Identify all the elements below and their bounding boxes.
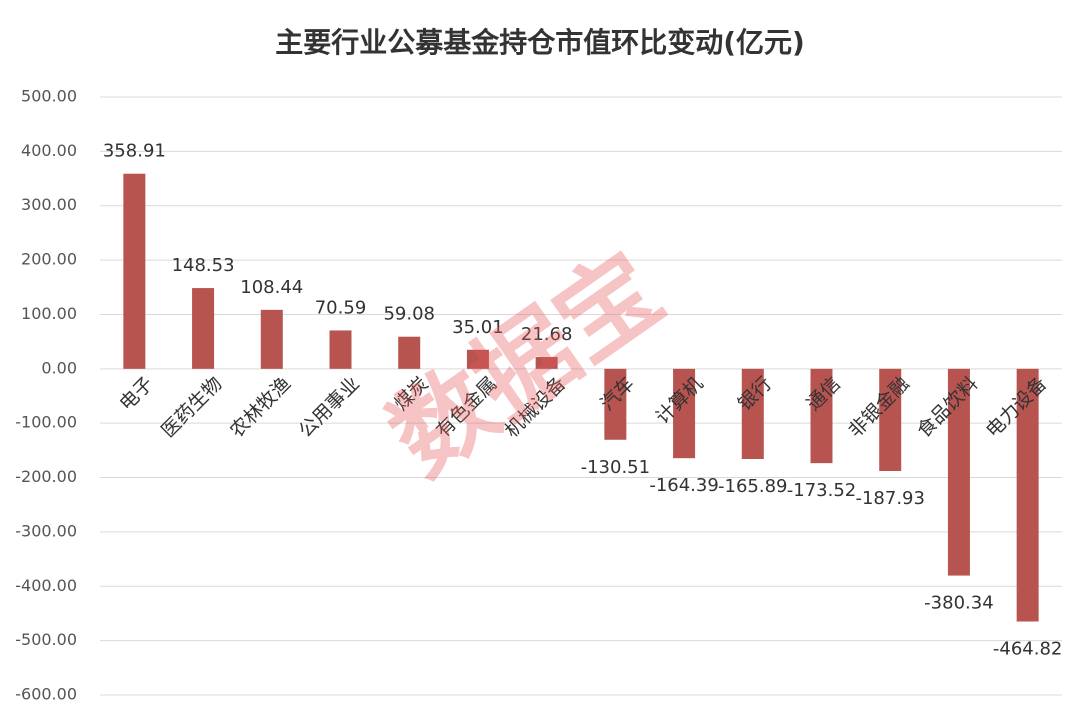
x-tick-label: 非银金融 bbox=[844, 373, 913, 442]
value-label: -187.93 bbox=[855, 488, 924, 509]
y-tick-label: 100.00 bbox=[21, 304, 77, 323]
y-tick-label: 400.00 bbox=[21, 141, 77, 160]
chart-title: 主要行业公募基金持仓市值环比变动(亿元) bbox=[275, 26, 805, 59]
value-label: 358.91 bbox=[103, 141, 166, 162]
y-tick-label: -200.00 bbox=[15, 467, 77, 486]
x-tick-label: 银行 bbox=[734, 373, 776, 415]
x-tick-label: 食品饮料 bbox=[913, 373, 982, 442]
bar bbox=[879, 368, 902, 471]
value-label: -165.89 bbox=[718, 476, 787, 497]
value-label: 35.01 bbox=[452, 317, 504, 338]
value-label: 148.53 bbox=[172, 255, 235, 276]
bar bbox=[1016, 368, 1039, 622]
value-label: 70.59 bbox=[315, 297, 367, 318]
y-tick-label: -400.00 bbox=[15, 576, 77, 595]
value-label: -130.51 bbox=[581, 457, 650, 478]
y-tick-label: -100.00 bbox=[15, 413, 77, 432]
y-tick-label: 300.00 bbox=[21, 195, 77, 214]
y-tick-label: 0.00 bbox=[41, 358, 77, 377]
value-label: 59.08 bbox=[383, 304, 435, 325]
bar bbox=[604, 368, 627, 440]
x-tick-label: 电子 bbox=[115, 373, 157, 415]
bar bbox=[466, 349, 489, 369]
bar bbox=[810, 368, 833, 464]
y-tick-label: -300.00 bbox=[15, 521, 77, 540]
value-label: 21.68 bbox=[521, 324, 573, 345]
value-label: -380.34 bbox=[924, 593, 993, 614]
x-tick-label: 医药生物 bbox=[157, 373, 226, 442]
value-label: -173.52 bbox=[787, 480, 856, 501]
bar bbox=[398, 336, 421, 369]
bar bbox=[260, 309, 283, 369]
value-label: -464.82 bbox=[993, 639, 1062, 660]
bar bbox=[947, 368, 970, 576]
value-label: -164.39 bbox=[649, 475, 718, 496]
y-tick-label: -500.00 bbox=[15, 630, 77, 649]
y-tick-label: 500.00 bbox=[21, 87, 77, 106]
bar bbox=[535, 357, 558, 369]
y-tick-label: 200.00 bbox=[21, 250, 77, 269]
x-tick-label: 农林牧渔 bbox=[226, 373, 295, 442]
bar bbox=[192, 288, 215, 369]
bar bbox=[123, 173, 146, 369]
y-tick-label: -600.00 bbox=[15, 685, 77, 704]
bar bbox=[329, 330, 352, 369]
bar bbox=[673, 368, 696, 459]
x-tick-label: 电力设备 bbox=[982, 373, 1051, 442]
bar bbox=[741, 368, 764, 460]
value-label: 108.44 bbox=[240, 277, 303, 298]
x-tick-label: 公用事业 bbox=[295, 373, 364, 442]
x-tick-label: 通信 bbox=[802, 373, 844, 415]
